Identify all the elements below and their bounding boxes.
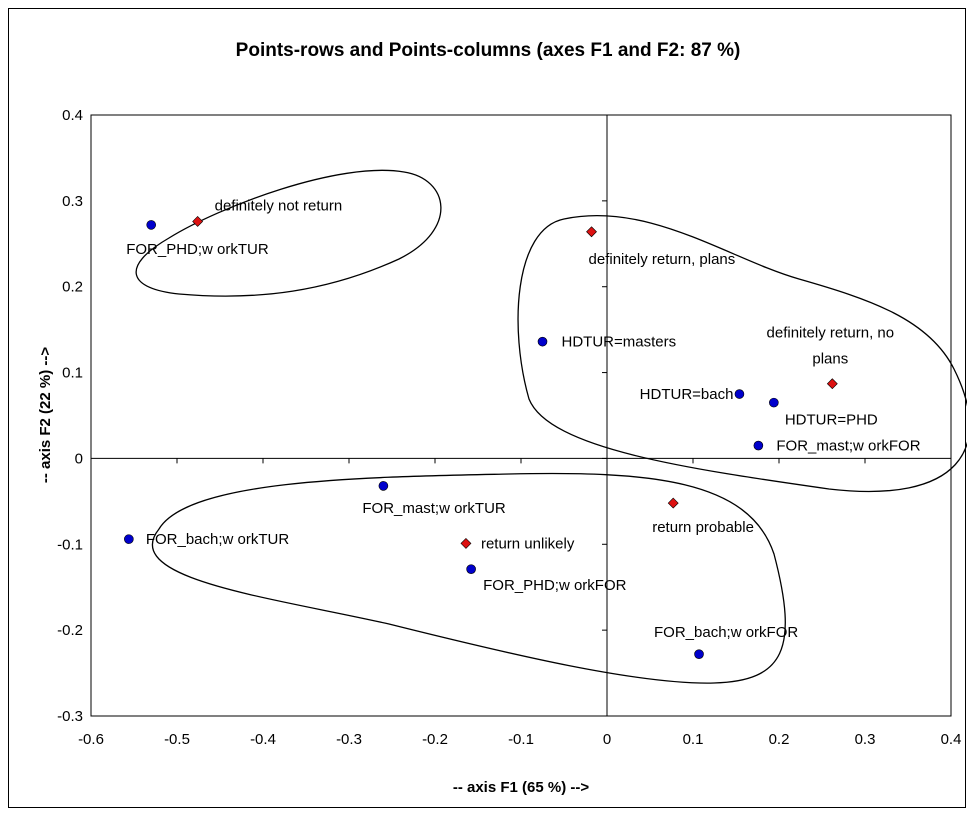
point-label: return probable (652, 519, 754, 536)
y-tick-label: 0.4 (62, 107, 83, 124)
x-tick-label: -0.1 (508, 731, 534, 748)
data-points (124, 216, 838, 659)
cluster-outlines (135, 169, 967, 684)
data-point-circle (734, 389, 745, 399)
point-label: definitely return, plans (589, 251, 736, 268)
point-label: FOR_PHD;w orkFOR (483, 577, 627, 594)
data-point-diamond (826, 378, 838, 390)
data-point-circle (466, 564, 476, 574)
x-tick-label: 0.4 (941, 731, 962, 748)
x-tick-label: 0.3 (855, 731, 876, 748)
point-label: FOR_bach;w orkFOR (654, 624, 798, 641)
x-tick-label: -0.3 (336, 731, 362, 748)
plot-area (90, 114, 952, 717)
point-label: HDTUR=bach (640, 386, 734, 403)
y-axis-label: -- axis F2 (22 %) --> (37, 347, 54, 484)
x-tick-label: 0 (603, 731, 611, 748)
y-tick-label: 0.3 (62, 193, 83, 210)
y-tick-label: -0.2 (57, 622, 83, 639)
data-point-diamond (667, 497, 679, 509)
x-tick-label: -0.5 (164, 731, 190, 748)
point-label: FOR_mast;w orkTUR (362, 500, 506, 517)
y-tick-label: -0.1 (57, 536, 83, 553)
data-point-circle (537, 336, 548, 347)
y-tick-label: 0.2 (62, 279, 83, 296)
point-label: HDTUR=PHD (785, 412, 878, 429)
point-label: HDTUR=masters (562, 334, 677, 351)
data-point-circle (378, 481, 389, 491)
x-tick-label: -0.6 (78, 731, 104, 748)
data-point-diamond (192, 216, 204, 227)
cluster-outline-bottom (151, 472, 786, 684)
cluster-outline-right (517, 214, 967, 493)
x-tick-label: 0.2 (769, 731, 790, 748)
point-label: FOR_mast;w orkFOR (776, 438, 920, 455)
y-tick-label: -0.3 (57, 708, 83, 725)
point-labels: FOR_PHD;w orkTUR HDTUR=masters HDTUR=bach H… (126, 197, 921, 641)
x-tick-label: -0.2 (422, 731, 448, 748)
point-label: return unlikely (481, 535, 575, 552)
point-label: FOR_bach;w orkTUR (146, 531, 290, 548)
y-tick-label: 0.1 (62, 365, 83, 382)
point-label: definitely not return (215, 197, 343, 214)
x-tick-label: 0.1 (683, 731, 704, 748)
data-point-diamond (586, 226, 597, 238)
scatter-chart: Points-rows and Points-columns (axes F1 … (37, 40, 967, 796)
data-point-circle (694, 649, 704, 659)
chart-title: Points-rows and Points-columns (axes F1 … (236, 40, 741, 61)
data-point-circle (146, 220, 156, 230)
y-tick-label: 0 (75, 450, 83, 467)
data-point-circle (124, 534, 134, 544)
chart-frame: Points-rows and Points-columns (axes F1 … (8, 8, 967, 808)
cluster-outline-top-left (135, 169, 442, 297)
x-axis-label: -- axis F1 (65 %) --> (453, 779, 590, 796)
x-tick-label: -0.4 (250, 731, 276, 748)
data-point-circle (769, 397, 779, 408)
axes: -0.6 -0.5 -0.4 -0.3 -0.2 -0.1 0 0.1 0.2 0.3 0.4 0.4… (57, 107, 961, 748)
data-point-circle (753, 440, 764, 451)
point-label: FOR_PHD;w orkTUR (126, 241, 269, 258)
data-point-diamond (460, 538, 472, 549)
point-label: definitely return, no plans (767, 325, 895, 368)
